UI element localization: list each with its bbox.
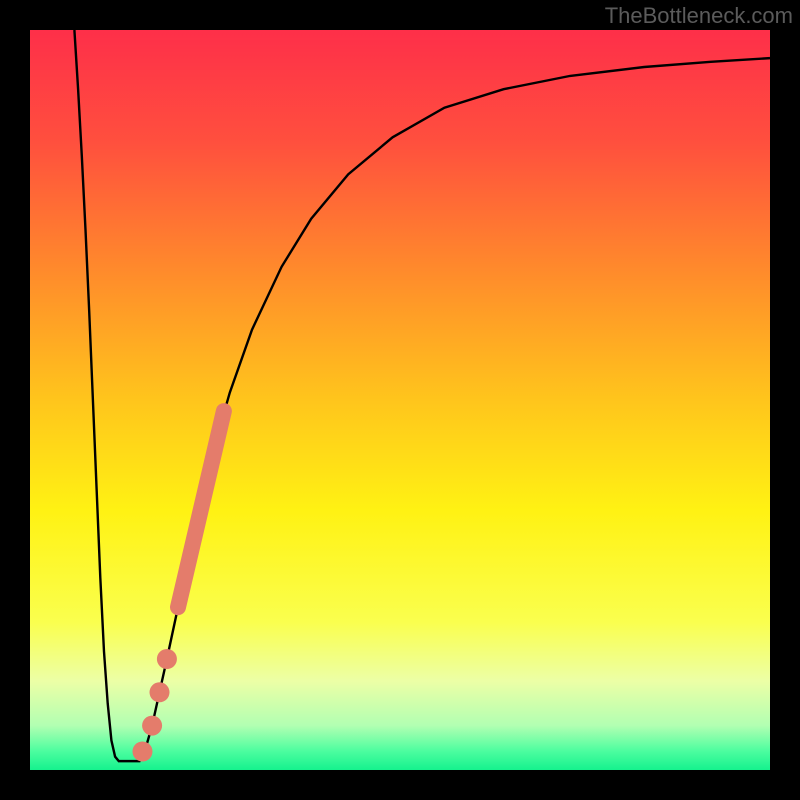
highlight-dot: [142, 716, 162, 736]
highlight-dot: [157, 649, 177, 669]
attribution-text: TheBottleneck.com: [605, 3, 793, 29]
highlight-dot: [150, 682, 170, 702]
highlight-segment: [178, 411, 224, 607]
chart-svg: [30, 30, 770, 770]
plot-area: [30, 30, 770, 770]
highlight-dots: [132, 649, 176, 762]
bottleneck-curve: [74, 30, 770, 761]
highlight-dot: [132, 742, 152, 762]
chart-frame: TheBottleneck.com: [0, 0, 800, 800]
